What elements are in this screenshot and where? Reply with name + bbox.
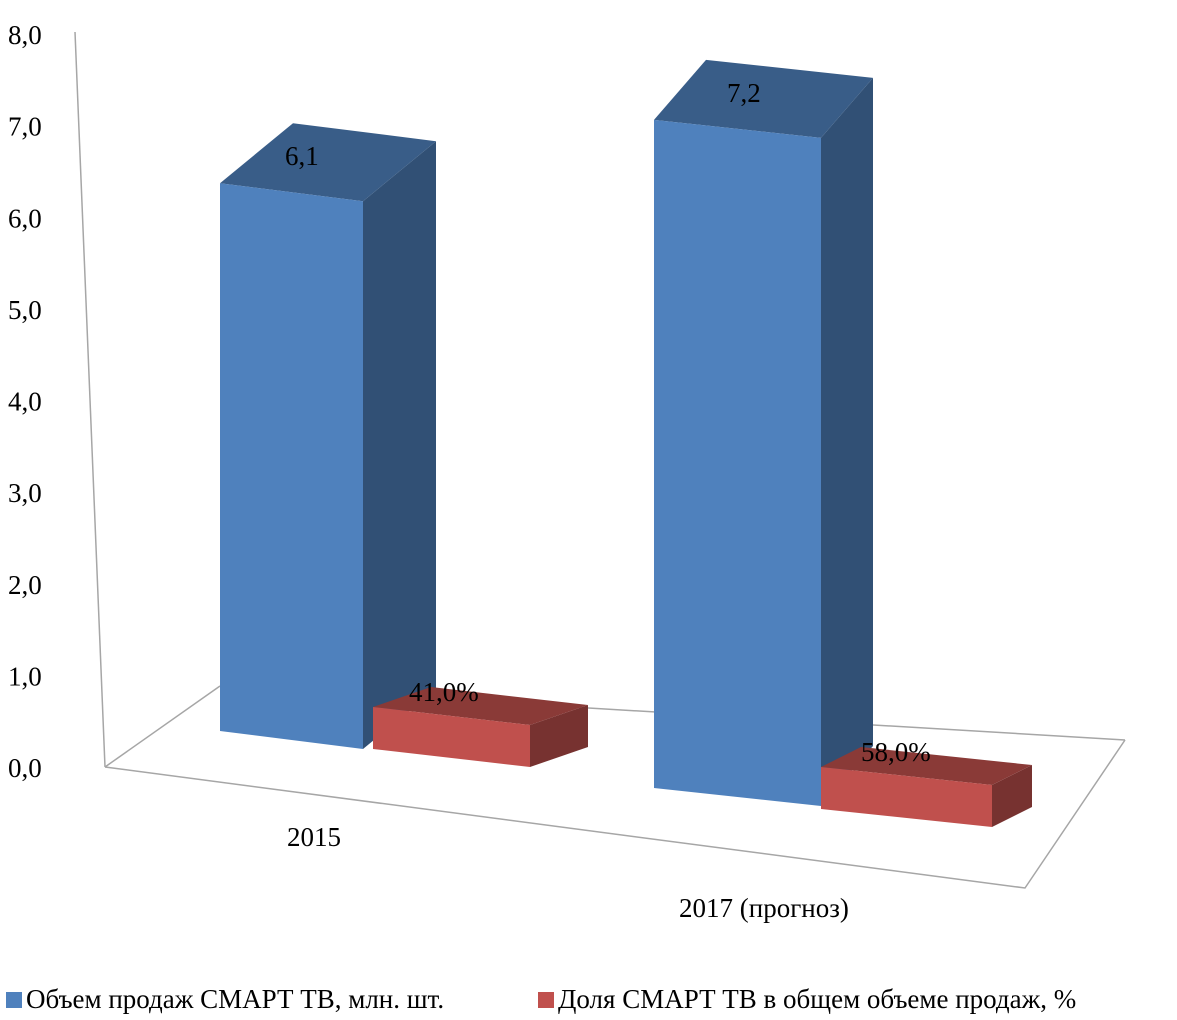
data-label: 58,0% (861, 737, 931, 767)
bar-front-face (654, 119, 821, 807)
y-tick-label: 1,0 (8, 661, 42, 691)
bars (220, 59, 1032, 827)
category-label: 2017 (прогноз) (679, 893, 849, 923)
bar-share-1 (821, 747, 1032, 827)
y-tick-label: 5,0 (8, 295, 42, 325)
bar-top-face (373, 687, 588, 725)
back-wall-axis (74, 31, 106, 768)
data-label: 41,0% (409, 677, 479, 707)
floor-left-edge (104, 685, 221, 768)
bar-sales-0 (220, 123, 436, 750)
data-labels: 6,1 41,0% 7,2 58,0% (285, 78, 931, 767)
y-tick-label: 4,0 (8, 387, 42, 417)
data-label: 7,2 (727, 78, 761, 108)
y-tick-label: 6,0 (8, 203, 42, 233)
bar-front-face (821, 767, 992, 827)
legend: Объем продаж СМАРТ ТВ, млн. шт. Доля СМАР… (6, 984, 1076, 1014)
y-tick-label: 0,0 (8, 753, 42, 783)
floor-back-edge (104, 739, 1126, 889)
legend-label: Объем продаж СМАРТ ТВ, млн. шт. (26, 984, 444, 1014)
category-label: 2015 (287, 822, 341, 852)
bar-share-0 (373, 687, 588, 767)
y-tick-label: 3,0 (8, 478, 42, 508)
legend-item: Объем продаж СМАРТ ТВ, млн. шт. (6, 984, 444, 1014)
legend-swatch (538, 992, 554, 1008)
category-labels: 2015 2017 (прогноз) (287, 822, 849, 923)
data-label: 6,1 (285, 141, 319, 171)
bar-side-face (530, 705, 588, 767)
bar-top-face (821, 747, 1032, 785)
bar-top-face (654, 59, 873, 138)
y-axis-tick-labels: 0,0 1,0 2,0 3,0 4,0 5,0 6,0 7,0 8,0 (8, 20, 42, 783)
y-tick-label: 2,0 (8, 570, 42, 600)
bar-side-face (821, 77, 873, 807)
legend-item: Доля СМАРТ ТВ в общем объеме продаж, % (538, 984, 1076, 1014)
bar-front-face (220, 183, 363, 750)
bar-front-face (373, 707, 530, 767)
legend-swatch (6, 992, 22, 1008)
bar-side-face (992, 765, 1032, 827)
bar-side-face (363, 141, 436, 750)
y-tick-label: 8,0 (8, 20, 42, 50)
bar-top-face (220, 123, 436, 202)
bar-sales-1 (654, 59, 873, 807)
legend-label: Доля СМАРТ ТВ в общем объеме продаж, % (558, 984, 1076, 1014)
y-tick-label: 7,0 (8, 112, 42, 142)
